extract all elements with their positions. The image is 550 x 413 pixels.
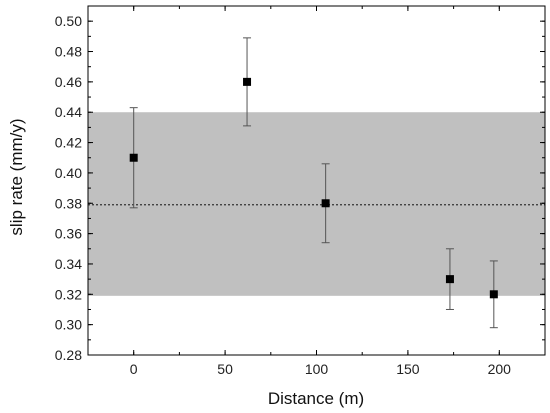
x-axis: 0 50 100 150 200 (87, 6, 546, 377)
y-tick-label: 0.50 (55, 13, 82, 29)
range-band (88, 112, 545, 296)
y-tick-label: 0.34 (55, 256, 82, 272)
data-point (489, 290, 498, 299)
x-tick-label: 50 (217, 361, 233, 377)
x-tick-label: 100 (305, 361, 329, 377)
x-tick-label: 0 (130, 361, 138, 377)
data-point (129, 153, 138, 162)
plot-area (87, 5, 546, 356)
y-tick-label: 0.48 (55, 44, 82, 60)
x-tick-label: 200 (488, 361, 512, 377)
y-tick-label: 0.38 (55, 195, 82, 211)
y-tick-label: 0.40 (55, 165, 82, 181)
y-tick-label: 0.42 (55, 135, 82, 151)
y-tick-label: 0.30 (55, 317, 82, 333)
y-tick-label: 0.46 (55, 74, 82, 90)
y-tick-label: 0.36 (55, 226, 82, 242)
y-axis: 0.28 0.30 0.32 0.34 0.36 0.38 0.40 0.42 0.44 0.46… (55, 5, 545, 363)
data-point (243, 77, 252, 86)
data-point (321, 199, 330, 208)
y-tick-label: 0.44 (55, 104, 82, 120)
data-point (445, 275, 454, 284)
y-axis-title: slip rate (mm/y) (7, 118, 26, 235)
x-axis-title: Distance (m) (268, 389, 364, 408)
y-tick-label: 0.32 (55, 286, 82, 302)
y-tick-label: 0.28 (55, 347, 82, 363)
x-tick-label: 150 (396, 361, 420, 377)
